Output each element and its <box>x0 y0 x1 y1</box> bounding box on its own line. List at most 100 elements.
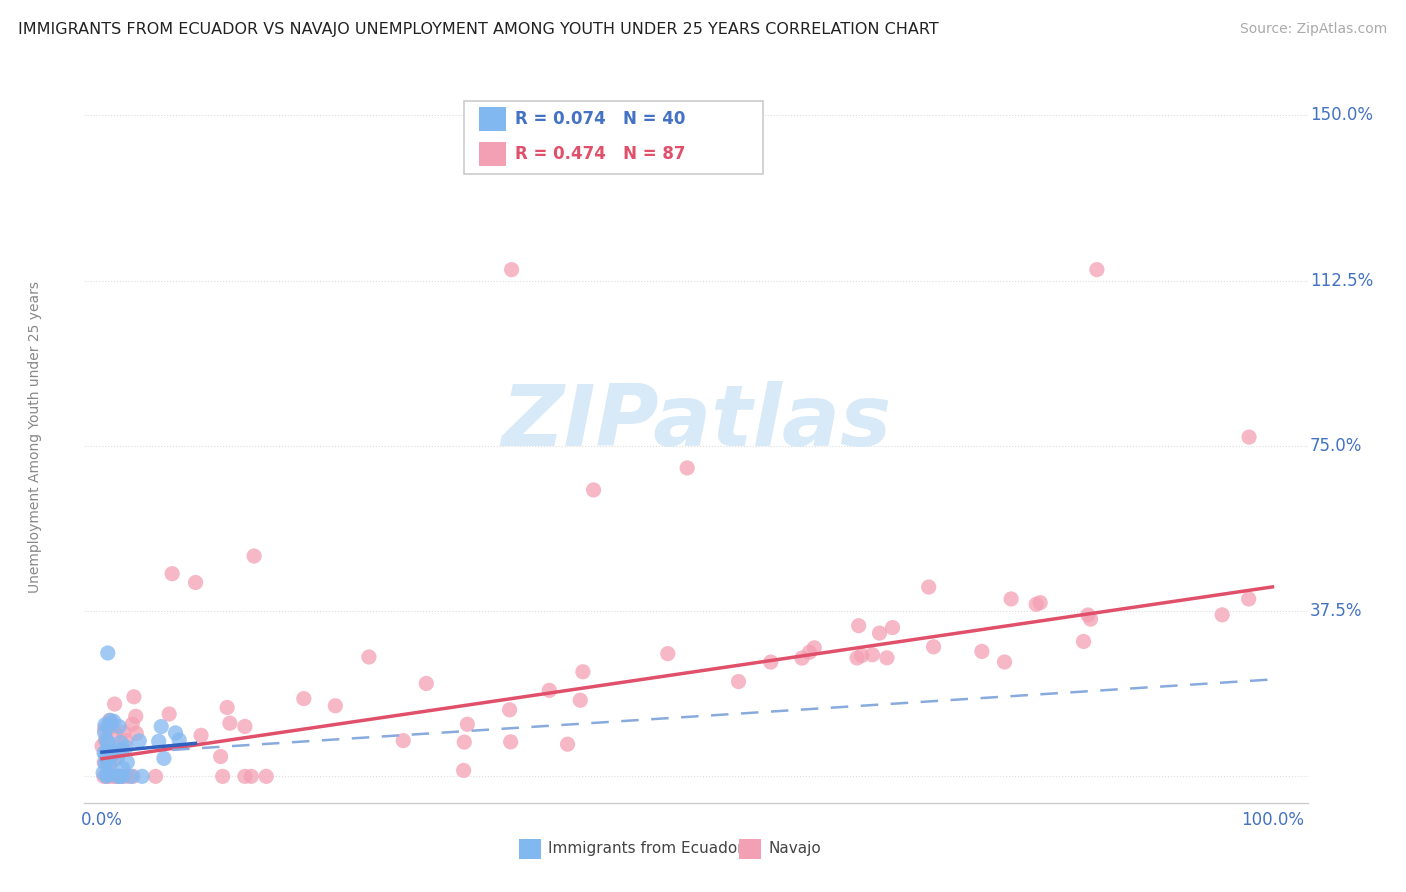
Point <box>115 733 138 747</box>
Point <box>96 733 118 747</box>
Point <box>91 739 114 753</box>
Point <box>98 758 121 772</box>
Point <box>125 726 148 740</box>
Bar <box>479 142 506 166</box>
Point <box>94 756 117 771</box>
Point <box>98 760 121 774</box>
Point <box>498 703 520 717</box>
Point <box>97 735 120 749</box>
Point <box>145 769 167 783</box>
Point <box>167 733 190 747</box>
Point <box>918 580 941 594</box>
Point <box>876 650 898 665</box>
Point <box>254 769 277 783</box>
Point <box>1080 612 1102 626</box>
Point <box>922 640 945 654</box>
Point <box>107 740 129 755</box>
Point <box>415 676 437 690</box>
Point <box>790 651 813 665</box>
Point <box>96 767 118 781</box>
Point <box>120 769 142 783</box>
Point <box>1073 634 1095 648</box>
Point <box>112 762 135 776</box>
Point <box>96 743 118 757</box>
Point <box>98 714 121 728</box>
Point <box>104 769 127 783</box>
Point <box>882 621 904 635</box>
Point <box>107 769 129 783</box>
Point <box>100 716 122 731</box>
Text: Source: ZipAtlas.com: Source: ZipAtlas.com <box>1240 22 1388 37</box>
Point <box>94 733 117 747</box>
Point <box>538 683 561 698</box>
Point <box>131 769 153 783</box>
Point <box>107 751 129 765</box>
Point <box>1085 262 1108 277</box>
Point <box>148 734 170 748</box>
Point <box>122 769 145 783</box>
Point <box>110 735 132 749</box>
Point <box>103 697 125 711</box>
Point <box>103 747 125 761</box>
Text: Navajo: Navajo <box>768 841 821 856</box>
Point <box>846 651 869 665</box>
Point <box>122 690 145 704</box>
Bar <box>519 838 541 859</box>
Point <box>117 769 139 783</box>
Point <box>569 693 592 707</box>
Point <box>91 765 114 780</box>
Point <box>98 721 121 735</box>
Point <box>325 698 347 713</box>
Point <box>1211 607 1233 622</box>
Point <box>453 764 475 778</box>
Point <box>727 674 749 689</box>
Text: 112.5%: 112.5% <box>1310 272 1374 290</box>
Point <box>851 648 873 663</box>
Point <box>557 737 579 751</box>
Point <box>501 262 523 277</box>
Point <box>96 769 118 783</box>
Point <box>233 769 256 783</box>
Point <box>190 728 212 742</box>
Point <box>165 726 187 740</box>
Point <box>160 566 183 581</box>
Point <box>217 700 239 714</box>
Point <box>121 717 143 731</box>
Point <box>243 549 266 563</box>
Point <box>1029 596 1052 610</box>
Point <box>103 714 125 729</box>
Text: 150.0%: 150.0% <box>1310 106 1372 124</box>
Point <box>128 734 150 748</box>
Point <box>860 648 883 662</box>
Point <box>1077 607 1099 622</box>
Text: 75.0%: 75.0% <box>1310 437 1362 455</box>
Point <box>117 756 139 770</box>
Point <box>93 756 115 770</box>
Point <box>657 647 679 661</box>
Point <box>97 767 120 781</box>
Point <box>112 725 135 739</box>
Point <box>103 753 125 767</box>
Point <box>96 769 118 783</box>
Text: Unemployment Among Youth under 25 years: Unemployment Among Youth under 25 years <box>28 281 42 593</box>
Point <box>970 644 993 658</box>
Bar <box>738 838 761 859</box>
Point <box>1025 597 1047 611</box>
Point <box>211 769 233 783</box>
Point <box>96 753 118 767</box>
Point <box>115 740 138 755</box>
Point <box>108 720 131 734</box>
Point <box>357 650 380 665</box>
Point <box>456 717 478 731</box>
Point <box>676 461 699 475</box>
Point <box>803 640 825 655</box>
Text: ZIPatlas: ZIPatlas <box>501 381 891 464</box>
Point <box>94 747 117 762</box>
Point <box>110 743 132 757</box>
Point <box>104 727 127 741</box>
Point <box>799 645 821 659</box>
Point <box>93 746 115 760</box>
Point <box>111 742 134 756</box>
Point <box>1237 430 1260 444</box>
Point <box>93 769 115 783</box>
